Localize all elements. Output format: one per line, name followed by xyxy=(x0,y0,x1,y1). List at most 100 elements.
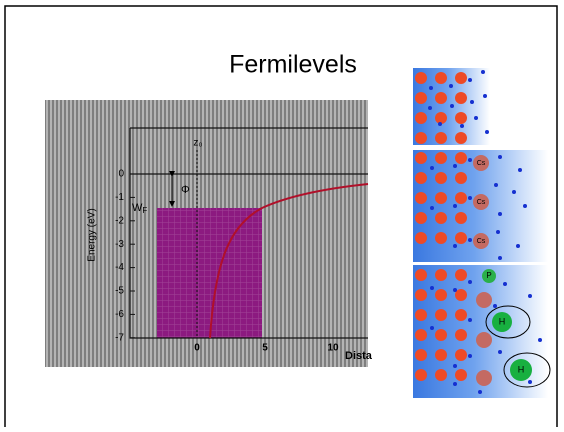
metal-atom xyxy=(415,72,427,84)
cs-label: Cs xyxy=(477,160,486,167)
metal-atom xyxy=(455,349,467,361)
metal-atom xyxy=(455,309,467,321)
electron xyxy=(468,196,472,200)
electron xyxy=(470,100,474,104)
metal-atom xyxy=(415,152,427,164)
metal-atom xyxy=(455,212,467,224)
p-label: P xyxy=(486,271,491,280)
metal-atom xyxy=(435,152,447,164)
electron xyxy=(429,86,433,90)
metal-atom xyxy=(455,112,467,124)
electron xyxy=(493,304,497,308)
electron xyxy=(428,106,432,110)
metal-atom xyxy=(415,329,427,341)
electron xyxy=(468,318,472,322)
metal-atom xyxy=(455,92,467,104)
metal-atom xyxy=(415,112,427,124)
y-tick-label: -1 xyxy=(115,192,124,203)
metal-atom xyxy=(455,172,467,184)
metal-atom xyxy=(415,172,427,184)
electron xyxy=(453,364,457,368)
y-tick-label: -3 xyxy=(115,239,124,250)
electron xyxy=(498,212,502,216)
y-tick-label: -7 xyxy=(115,332,124,343)
metal-atom xyxy=(415,369,427,381)
y-tick-label: -4 xyxy=(115,262,124,273)
filled-states xyxy=(157,208,262,338)
electron xyxy=(494,183,498,187)
electron xyxy=(528,380,532,384)
electron xyxy=(430,326,434,330)
electron xyxy=(453,204,457,208)
metal-atom xyxy=(415,232,427,244)
y-axis-label: Energy (eV) xyxy=(87,208,98,261)
metal-atom xyxy=(455,72,467,84)
metal-atom xyxy=(455,232,467,244)
y-tick-label: -2 xyxy=(115,215,124,226)
z0-label: z₀ xyxy=(193,138,202,149)
electron xyxy=(498,256,502,260)
electron xyxy=(453,244,457,248)
electron xyxy=(503,282,507,286)
wf-sub: F xyxy=(142,206,147,215)
metal-atom xyxy=(435,172,447,184)
y-tick-label: -5 xyxy=(115,286,124,297)
metal-atom xyxy=(415,132,427,144)
x-axis-label: Dista xyxy=(345,350,373,362)
metal-atom xyxy=(455,269,467,281)
electron xyxy=(453,288,457,292)
electron xyxy=(453,164,457,168)
electron xyxy=(528,294,532,298)
adsorbate xyxy=(476,370,492,386)
page: Fermilevels Energy (eV) z₀ Φ WF Dista Cs… xyxy=(0,0,564,432)
electron xyxy=(516,244,520,248)
electron xyxy=(512,190,516,194)
x-tick-label: 0 xyxy=(194,343,200,354)
electron xyxy=(468,280,472,284)
metal-atom xyxy=(415,212,427,224)
metal-atom xyxy=(415,92,427,104)
adsorbate xyxy=(476,332,492,348)
electron xyxy=(468,158,472,162)
electron xyxy=(450,104,454,108)
electron xyxy=(468,78,472,82)
electron xyxy=(538,338,542,342)
electron xyxy=(523,204,527,208)
phi-label: Φ xyxy=(181,184,190,196)
metal-atom xyxy=(415,269,427,281)
metal-atom xyxy=(435,92,447,104)
electron xyxy=(481,70,485,74)
metal-atom xyxy=(415,192,427,204)
metal-atom xyxy=(435,112,447,124)
y-tick-label: -6 xyxy=(115,309,124,320)
metal-atom xyxy=(455,152,467,164)
electron xyxy=(449,84,453,88)
electron xyxy=(474,116,478,120)
electron xyxy=(430,286,434,290)
metal-atom xyxy=(435,72,447,84)
y-tick-label: 0 xyxy=(118,169,124,180)
metal-atom xyxy=(455,329,467,341)
electron xyxy=(518,168,522,172)
metal-atom xyxy=(415,309,427,321)
metal-atom xyxy=(435,329,447,341)
metal-atom xyxy=(455,369,467,381)
h-label: H xyxy=(499,316,506,326)
electron xyxy=(430,166,434,170)
slide-title: Fermilevels xyxy=(229,51,357,79)
metal-atom xyxy=(435,369,447,381)
metal-atom xyxy=(415,349,427,361)
x-tick-label: 10 xyxy=(327,343,339,354)
adsorbate xyxy=(476,292,492,308)
electron xyxy=(468,354,472,358)
metal-atom xyxy=(435,132,447,144)
metal-atom xyxy=(435,269,447,281)
wf-main: W xyxy=(132,202,143,214)
energy-figure: Energy (eV) z₀ Φ WF Dista xyxy=(45,100,373,367)
metal-atom xyxy=(435,349,447,361)
metal-atom xyxy=(435,192,447,204)
electron xyxy=(496,230,500,234)
h-label: H xyxy=(518,364,525,374)
electron xyxy=(483,94,487,98)
electron xyxy=(478,390,482,394)
